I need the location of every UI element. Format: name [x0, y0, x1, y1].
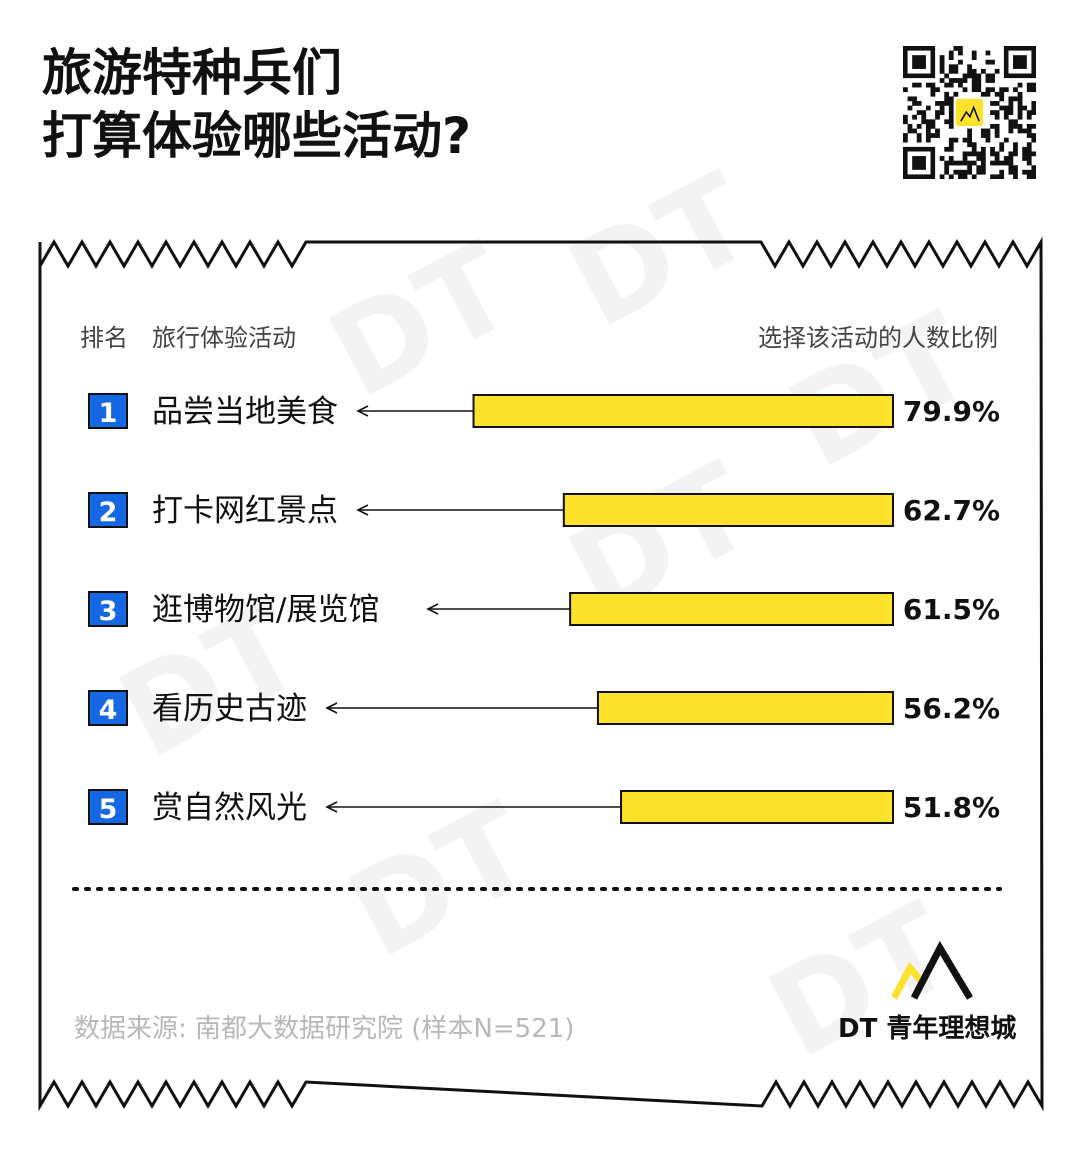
rank-number: 2 [99, 497, 118, 528]
rank-badge [88, 393, 128, 429]
rank-badge [88, 789, 128, 825]
title-line-1: 旅游特种兵们 [42, 44, 342, 102]
rank-number: 3 [99, 596, 118, 627]
bar-row: 2 打卡网红景点 62.7% [88, 492, 1000, 529]
header-percent: 选择该活动的人数比例 [758, 324, 998, 352]
rank-number: 4 [99, 695, 118, 726]
bar [596, 691, 894, 725]
bar [562, 493, 894, 527]
bar [472, 394, 894, 428]
source-footnote: 数据来源: 南都大数据研究院 (样本N=521) [74, 1014, 575, 1044]
arrow-head [426, 603, 439, 615]
arrow-head [325, 702, 338, 714]
brand-name: DT 青年理想城 [838, 1014, 1017, 1044]
category-label: 逛博物馆/展览馆 [152, 592, 379, 628]
rank-badge [88, 492, 128, 528]
brand-mountain-logo [892, 940, 974, 1000]
category-label: 品尝当地美食 [152, 394, 338, 430]
arrow-head [356, 405, 369, 417]
value-label: 61.5% [903, 593, 1000, 626]
value-label: 62.7% [903, 494, 1000, 527]
arrow-head [325, 801, 338, 813]
value-label: 79.9% [903, 395, 1000, 428]
bar [569, 592, 894, 626]
category-label: 赏自然风光 [152, 790, 307, 826]
qr-code[interactable] [903, 46, 1036, 179]
bar-row: 1 品尝当地美食 79.9% [88, 393, 1000, 430]
rank-badge [88, 591, 128, 627]
bar-row: 5 赏自然风光 51.8% [88, 789, 1000, 826]
category-label: 看历史古迹 [152, 691, 307, 727]
page-title: 旅游特种兵们 打算体验哪些活动? [42, 42, 471, 167]
arrow-head [356, 504, 369, 516]
rank-badge [88, 690, 128, 726]
header-rank: 排名 [80, 324, 128, 352]
bar-row: 3 逛博物馆/展览馆 61.5% [88, 591, 1000, 628]
title-line-2: 打算体验哪些活动? [42, 106, 472, 165]
bar [620, 790, 894, 824]
header-activity: 旅行体验活动 [152, 324, 296, 352]
bar-row: 4 看历史古迹 56.2% [88, 690, 1000, 727]
value-label: 56.2% [903, 692, 1000, 725]
value-label: 51.8% [903, 791, 1000, 824]
rank-number: 5 [99, 794, 118, 825]
category-label: 打卡网红景点 [152, 493, 338, 529]
rank-number: 1 [99, 398, 118, 429]
